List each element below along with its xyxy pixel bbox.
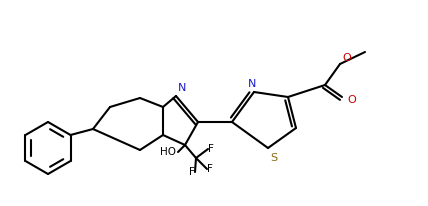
Text: N: N — [248, 79, 256, 89]
Text: HO: HO — [160, 147, 176, 157]
Text: O: O — [348, 95, 357, 105]
Text: S: S — [270, 153, 278, 163]
Text: F: F — [207, 164, 213, 174]
Text: O: O — [343, 53, 351, 63]
Text: F: F — [208, 144, 214, 154]
Text: N: N — [178, 83, 186, 93]
Text: F: F — [189, 167, 195, 177]
